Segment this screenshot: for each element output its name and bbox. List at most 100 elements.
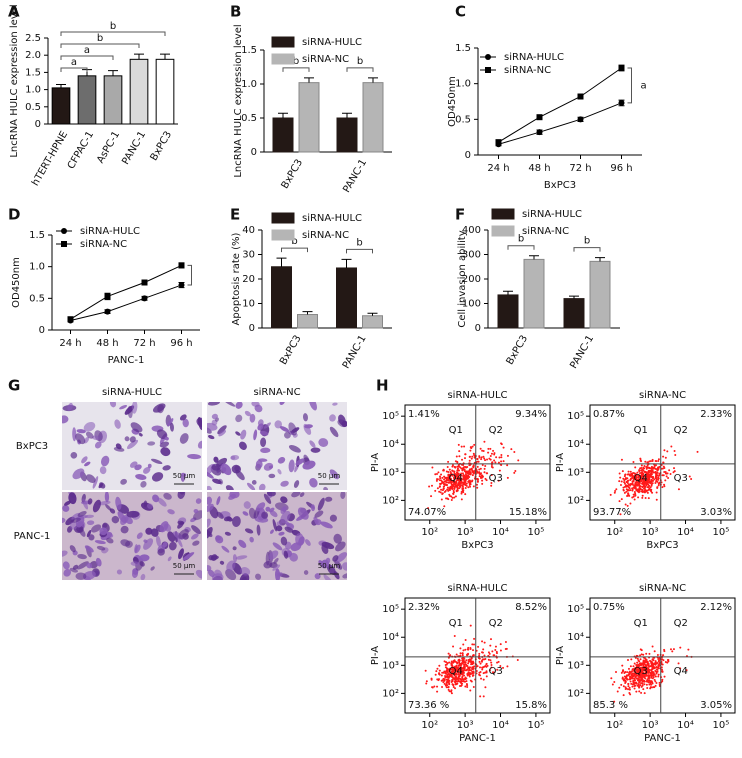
event-dot bbox=[657, 484, 660, 487]
event-dot bbox=[636, 657, 639, 660]
event-dot bbox=[628, 691, 631, 694]
error-bar bbox=[278, 112, 288, 118]
event-dot bbox=[470, 467, 473, 470]
cell bbox=[70, 452, 78, 459]
event-dot bbox=[650, 483, 653, 486]
event-dot bbox=[643, 487, 646, 490]
event-dot bbox=[663, 471, 666, 474]
event-dot bbox=[453, 660, 456, 663]
error-bar bbox=[276, 257, 287, 267]
event-dot bbox=[632, 672, 635, 675]
event-dot bbox=[450, 681, 453, 684]
event-dot bbox=[623, 485, 626, 488]
event-dot bbox=[476, 479, 479, 482]
x-tick-label: 72 h bbox=[569, 163, 591, 174]
event-dot bbox=[490, 465, 493, 468]
event-dot bbox=[641, 494, 644, 497]
cell bbox=[143, 538, 154, 550]
event-dot bbox=[618, 686, 621, 689]
cell bbox=[268, 473, 276, 479]
cell bbox=[255, 460, 263, 469]
cell bbox=[92, 499, 101, 513]
event-dot bbox=[467, 646, 470, 649]
event-dot bbox=[629, 665, 632, 668]
event-dot bbox=[491, 671, 494, 674]
event-dot bbox=[492, 449, 495, 452]
cell bbox=[134, 544, 141, 554]
event-dot bbox=[461, 481, 464, 484]
event-dot bbox=[654, 467, 657, 470]
event-dot bbox=[673, 449, 676, 452]
cell bbox=[152, 494, 160, 503]
micrograph-content bbox=[62, 492, 202, 580]
x-tick-label: 24 h bbox=[59, 338, 81, 349]
cell bbox=[314, 510, 324, 518]
row-label: PANC-1 bbox=[14, 531, 51, 542]
event-dot bbox=[447, 652, 450, 655]
cell bbox=[318, 438, 329, 447]
event-dot bbox=[636, 488, 639, 491]
legend-swatch bbox=[271, 229, 295, 241]
cell bbox=[177, 521, 184, 529]
event-dot bbox=[446, 486, 449, 489]
cell bbox=[293, 480, 300, 488]
cell bbox=[84, 576, 91, 580]
event-dot bbox=[629, 502, 632, 505]
cell bbox=[143, 539, 148, 544]
event-dot bbox=[479, 467, 482, 470]
event-dot bbox=[646, 461, 649, 464]
event-dot bbox=[461, 654, 464, 657]
cell bbox=[282, 507, 287, 513]
cell bbox=[83, 436, 90, 444]
cell bbox=[77, 511, 87, 517]
cell bbox=[131, 402, 138, 414]
event-dot bbox=[640, 467, 643, 470]
cell bbox=[278, 531, 285, 536]
event-dot bbox=[645, 484, 648, 487]
y-tick-label: 30 bbox=[242, 250, 255, 261]
event-dot bbox=[461, 458, 464, 461]
y-axis-label: PI-A bbox=[370, 646, 381, 665]
cell bbox=[145, 527, 153, 535]
event-dot bbox=[450, 666, 453, 669]
event-dot bbox=[626, 479, 629, 482]
event-dot bbox=[469, 624, 472, 627]
cell bbox=[302, 460, 316, 470]
marker bbox=[178, 262, 185, 269]
event-dot bbox=[470, 661, 473, 664]
event-dot bbox=[466, 686, 469, 689]
event-dot bbox=[655, 682, 658, 685]
event-dot bbox=[640, 476, 643, 479]
event-dot bbox=[667, 660, 670, 663]
event-dot bbox=[468, 459, 471, 462]
event-dot bbox=[469, 483, 472, 486]
event-dot bbox=[613, 681, 616, 684]
micrograph-content bbox=[207, 402, 347, 490]
quadrant-percentage: 8.52% bbox=[515, 602, 547, 613]
event-dot bbox=[687, 648, 690, 651]
event-dot bbox=[480, 456, 483, 459]
event-dot bbox=[451, 485, 454, 488]
cell bbox=[159, 521, 169, 533]
event-dot bbox=[431, 686, 434, 689]
event-dot bbox=[655, 672, 658, 675]
cell bbox=[207, 434, 215, 440]
cell bbox=[114, 419, 121, 429]
event-dot bbox=[641, 668, 644, 671]
event-dot bbox=[679, 646, 682, 649]
error-bar bbox=[108, 70, 118, 76]
event-dot bbox=[622, 489, 625, 492]
event-dot bbox=[462, 491, 465, 494]
x-tick-label: 10² bbox=[606, 527, 623, 538]
event-dot bbox=[631, 677, 634, 680]
marker bbox=[536, 114, 543, 121]
event-dot bbox=[449, 481, 452, 484]
event-dot bbox=[448, 487, 451, 490]
y-axis-label: PI-A bbox=[370, 453, 381, 472]
cell bbox=[76, 561, 89, 570]
event-dot bbox=[651, 664, 654, 667]
cell bbox=[85, 474, 96, 483]
plot-title: siRNA-HULC bbox=[447, 583, 507, 594]
quadrant-label: Q4 bbox=[449, 666, 463, 677]
cell bbox=[207, 496, 213, 505]
